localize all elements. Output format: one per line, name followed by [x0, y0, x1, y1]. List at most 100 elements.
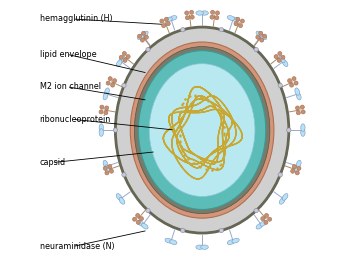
Ellipse shape: [122, 83, 126, 88]
Ellipse shape: [105, 165, 109, 172]
Ellipse shape: [260, 38, 264, 42]
Point: [179, 148, 184, 152]
Point: [203, 167, 209, 172]
Ellipse shape: [295, 171, 299, 175]
Ellipse shape: [289, 83, 294, 87]
Point: [186, 157, 191, 161]
Ellipse shape: [100, 105, 104, 109]
Point: [217, 163, 223, 167]
Ellipse shape: [256, 35, 260, 39]
Point: [216, 107, 221, 111]
Ellipse shape: [238, 24, 243, 28]
Ellipse shape: [99, 124, 104, 131]
Ellipse shape: [261, 217, 265, 221]
Ellipse shape: [116, 193, 122, 200]
Point: [221, 131, 226, 135]
Ellipse shape: [201, 245, 208, 249]
Point: [180, 102, 185, 107]
Point: [215, 107, 221, 111]
Ellipse shape: [144, 35, 148, 39]
Ellipse shape: [111, 83, 114, 87]
Point: [181, 152, 187, 157]
Ellipse shape: [227, 240, 234, 244]
Ellipse shape: [301, 129, 305, 136]
Point: [221, 132, 226, 136]
Ellipse shape: [116, 27, 289, 233]
Ellipse shape: [265, 214, 268, 218]
Ellipse shape: [297, 166, 301, 170]
Point: [220, 155, 225, 159]
Text: lipid envelope: lipid envelope: [40, 50, 96, 59]
Ellipse shape: [292, 77, 296, 81]
Ellipse shape: [105, 88, 109, 95]
Ellipse shape: [126, 54, 130, 59]
Ellipse shape: [140, 38, 145, 42]
Ellipse shape: [103, 160, 108, 167]
Ellipse shape: [105, 106, 109, 110]
Point: [204, 167, 209, 172]
Ellipse shape: [141, 31, 146, 35]
Point: [177, 125, 183, 130]
Ellipse shape: [260, 34, 267, 40]
Text: capsid: capsid: [40, 158, 66, 167]
Point: [221, 139, 226, 143]
Ellipse shape: [164, 17, 168, 21]
Ellipse shape: [279, 56, 285, 63]
Ellipse shape: [190, 10, 194, 14]
Ellipse shape: [119, 56, 125, 63]
Point: [190, 161, 196, 165]
Point: [211, 102, 217, 107]
Ellipse shape: [236, 17, 240, 21]
Point: [177, 134, 183, 138]
Point: [220, 115, 226, 119]
Ellipse shape: [103, 93, 108, 100]
Ellipse shape: [113, 128, 118, 132]
Ellipse shape: [296, 93, 301, 100]
Point: [180, 101, 186, 106]
Point: [177, 126, 183, 131]
Ellipse shape: [232, 17, 239, 22]
Point: [218, 110, 224, 115]
Ellipse shape: [211, 10, 215, 14]
Ellipse shape: [278, 83, 282, 88]
Ellipse shape: [301, 110, 305, 114]
Ellipse shape: [122, 51, 126, 56]
Point: [178, 144, 184, 149]
Point: [199, 95, 204, 99]
Ellipse shape: [256, 223, 263, 229]
Point: [178, 119, 183, 123]
Ellipse shape: [130, 42, 274, 218]
Ellipse shape: [181, 228, 185, 233]
Ellipse shape: [264, 220, 268, 224]
Ellipse shape: [138, 51, 266, 209]
Point: [215, 166, 220, 170]
Ellipse shape: [139, 217, 144, 221]
Ellipse shape: [227, 16, 234, 20]
Point: [221, 125, 226, 130]
Ellipse shape: [281, 55, 285, 59]
Point: [191, 161, 197, 166]
Point: [219, 111, 224, 116]
Ellipse shape: [116, 60, 122, 67]
Point: [205, 99, 211, 103]
Point: [180, 103, 185, 107]
Ellipse shape: [170, 16, 177, 20]
Ellipse shape: [232, 238, 239, 243]
Point: [221, 120, 226, 124]
Point: [220, 115, 226, 120]
Ellipse shape: [287, 128, 291, 132]
Point: [186, 94, 191, 98]
Point: [221, 124, 226, 129]
Ellipse shape: [170, 240, 177, 244]
Ellipse shape: [240, 19, 244, 23]
Point: [218, 162, 223, 166]
Ellipse shape: [259, 31, 263, 35]
Ellipse shape: [279, 198, 285, 204]
Ellipse shape: [106, 81, 110, 85]
Point: [192, 93, 197, 98]
Point: [182, 97, 188, 101]
Point: [187, 94, 192, 98]
Ellipse shape: [215, 16, 219, 20]
Ellipse shape: [108, 164, 112, 169]
Ellipse shape: [113, 79, 117, 83]
